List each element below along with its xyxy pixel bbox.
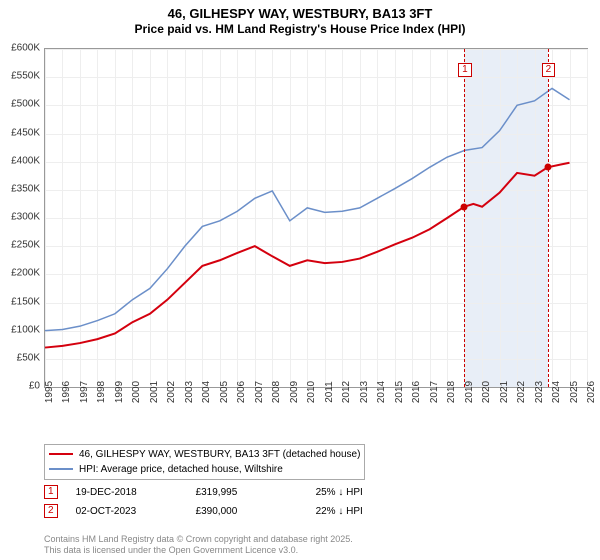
sale-marker: 2 <box>44 504 58 518</box>
x-tick-label: 2020 <box>481 381 492 403</box>
y-tick-label: £550K <box>11 71 40 82</box>
x-tick-label: 2007 <box>254 381 265 403</box>
x-tick-label: 2018 <box>446 381 457 403</box>
x-tick-label: 2023 <box>534 381 545 403</box>
legend-label: HPI: Average price, detached house, Wilt… <box>79 464 283 475</box>
legend-swatch <box>49 468 73 470</box>
x-tick-label: 2010 <box>306 381 317 403</box>
x-tick-label: 2012 <box>341 381 352 403</box>
chart-area: 12 £0£50K£100K£150K£200K£250K£300K£350K£… <box>44 48 588 410</box>
sale-row: 2 02-OCT-2023£390,00022% ↓ HPI <box>44 504 588 518</box>
x-tick-label: 2024 <box>551 381 562 403</box>
sale-marker: 1 <box>44 485 58 499</box>
x-tick-label: 2017 <box>429 381 440 403</box>
x-tick-label: 2019 <box>464 381 475 403</box>
x-tick-label: 2022 <box>516 381 527 403</box>
x-tick-label: 1998 <box>96 381 107 403</box>
sale-price: £319,995 <box>196 487 316 498</box>
y-tick-label: £500K <box>11 99 40 110</box>
x-tick-label: 2011 <box>324 381 335 403</box>
legend-box: 46, GILHESPY WAY, WESTBURY, BA13 3FT (de… <box>44 444 365 480</box>
x-tick-label: 2006 <box>236 381 247 403</box>
y-tick-label: £250K <box>11 240 40 251</box>
y-tick-label: £150K <box>11 296 40 307</box>
y-tick-label: £100K <box>11 324 40 335</box>
x-tick-label: 2016 <box>411 381 422 403</box>
y-tick-label: £300K <box>11 212 40 223</box>
x-tick-label: 2008 <box>271 381 282 403</box>
y-tick-label: £600K <box>11 43 40 54</box>
sale-delta: 22% ↓ HPI <box>316 506 436 517</box>
y-tick-label: £200K <box>11 268 40 279</box>
x-tick-label: 2005 <box>219 381 230 403</box>
sale-delta: 25% ↓ HPI <box>316 487 436 498</box>
footer: Contains HM Land Registry data © Crown c… <box>44 534 353 556</box>
sale-date: 02-OCT-2023 <box>76 506 196 517</box>
x-tick-label: 2001 <box>149 381 160 403</box>
title-address: 46, GILHESPY WAY, WESTBURY, BA13 3FT <box>0 6 600 22</box>
x-tick-label: 1999 <box>114 381 125 403</box>
x-tick-label: 2014 <box>376 381 387 403</box>
sales-table: 1 19-DEC-2018£319,99525% ↓ HPI 2 02-OCT-202… <box>44 485 588 518</box>
y-tick-label: £50K <box>17 352 40 363</box>
chart-container: 46, GILHESPY WAY, WESTBURY, BA13 3FT Pri… <box>0 0 600 560</box>
legend-label: 46, GILHESPY WAY, WESTBURY, BA13 3FT (de… <box>79 449 360 460</box>
title-block: 46, GILHESPY WAY, WESTBURY, BA13 3FT Pri… <box>0 0 600 36</box>
y-tick-label: £450K <box>11 127 40 138</box>
y-tick-label: £350K <box>11 183 40 194</box>
marker-dot <box>544 164 551 171</box>
series-hpi <box>45 88 570 330</box>
x-tick-label: 2002 <box>166 381 177 403</box>
x-tick-label: 1996 <box>61 381 72 403</box>
title-subtitle: Price paid vs. HM Land Registry's House … <box>0 22 600 36</box>
marker-label: 1 <box>458 63 472 77</box>
x-tick-label: 2013 <box>359 381 370 403</box>
plot: 12 <box>44 48 588 388</box>
sale-row: 1 19-DEC-2018£319,99525% ↓ HPI <box>44 485 588 499</box>
x-tick-label: 2004 <box>201 381 212 403</box>
x-tick-label: 2015 <box>394 381 405 403</box>
x-tick-label: 1997 <box>79 381 90 403</box>
y-tick-label: £400K <box>11 155 40 166</box>
x-tick-label: 2009 <box>289 381 300 403</box>
sale-date: 19-DEC-2018 <box>76 487 196 498</box>
footer-line2: This data is licensed under the Open Gov… <box>44 545 353 556</box>
legend: 46, GILHESPY WAY, WESTBURY, BA13 3FT (de… <box>44 444 588 518</box>
x-tick-label: 2021 <box>499 381 510 403</box>
series-svg <box>45 49 587 387</box>
x-tick-label: 2000 <box>131 381 142 403</box>
footer-line1: Contains HM Land Registry data © Crown c… <box>44 534 353 545</box>
y-tick-label: £0 <box>29 381 40 392</box>
x-tick-label: 2003 <box>184 381 195 403</box>
marker-dot <box>461 203 468 210</box>
marker-label: 2 <box>542 63 556 77</box>
x-tick-label: 2025 <box>569 381 580 403</box>
series-price_paid <box>45 163 570 348</box>
legend-swatch <box>49 453 73 455</box>
sale-price: £390,000 <box>196 506 316 517</box>
x-tick-label: 2026 <box>586 381 597 403</box>
x-tick-label: 1995 <box>44 381 55 403</box>
